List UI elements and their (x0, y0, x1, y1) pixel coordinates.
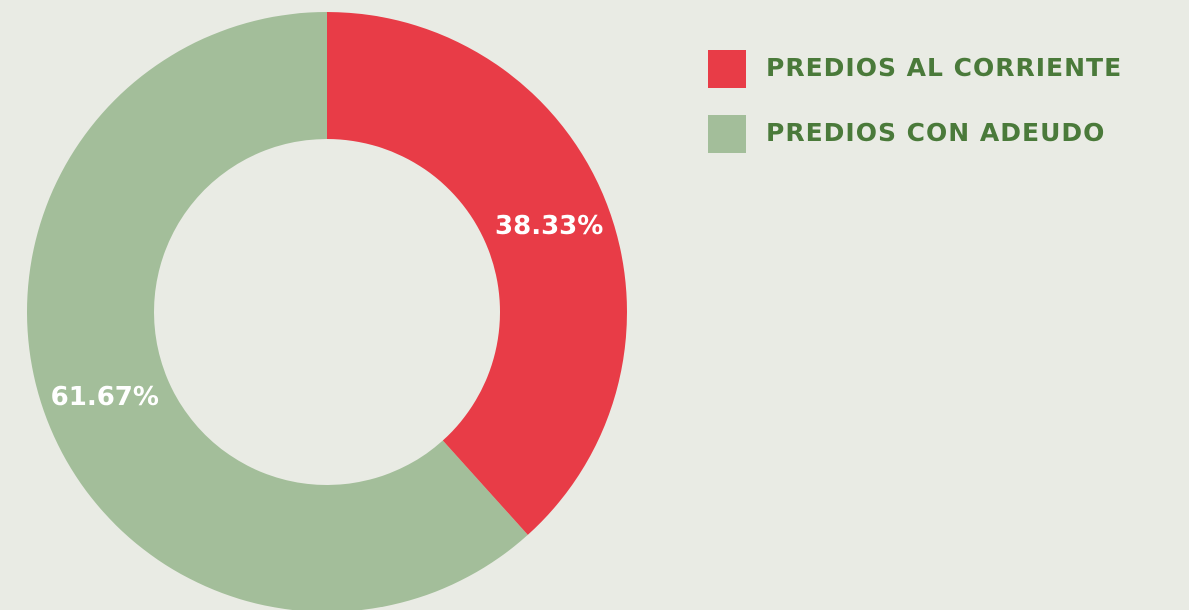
donut-slice (27, 12, 528, 610)
legend-label: PREDIOS AL CORRIENTE (766, 53, 1122, 82)
legend-swatch (708, 115, 746, 153)
value-label: 61.67% (51, 382, 159, 412)
legend-label: PREDIOS CON ADEUDO (766, 118, 1105, 147)
donut-slice (327, 12, 628, 535)
value-label: 38.33% (495, 211, 603, 241)
legend-swatch (708, 50, 746, 88)
